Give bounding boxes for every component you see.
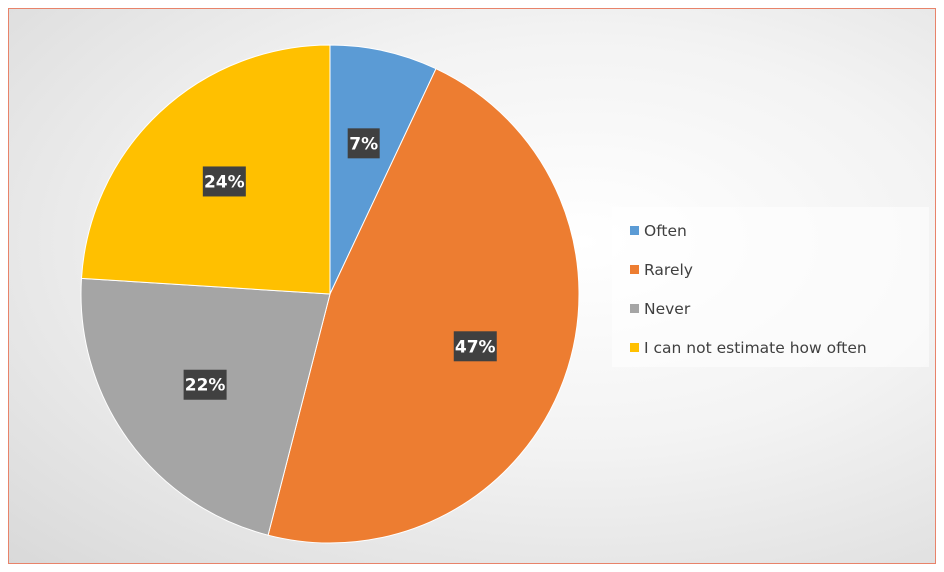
legend-item-never: Never [630, 289, 929, 328]
pie-chart: 7% 47% 22% 24% [80, 44, 580, 544]
legend-swatch-cannot-estimate [630, 343, 639, 352]
legend: Often Rarely Never I can not estimate ho… [612, 207, 929, 367]
legend-item-rarely: Rarely [630, 250, 929, 289]
pie-slice-never [80, 277, 331, 536]
data-label-box [202, 166, 246, 197]
legend-item-cannot-estimate: I can not estimate how often [630, 328, 929, 367]
data-label-i-can-not-estimate-how-often: 24% [202, 166, 246, 197]
data-label-text: 22% [185, 376, 226, 396]
data-label-box [453, 331, 497, 362]
data-label-often: 7% [347, 128, 380, 159]
legend-swatch-often [630, 226, 639, 235]
data-label-box [347, 128, 380, 159]
pie-slice-rarely [267, 68, 580, 544]
data-label-text: 7% [349, 134, 378, 154]
legend-label-often: Often [644, 221, 687, 240]
legend-label-rarely: Rarely [644, 260, 693, 279]
legend-label-never: Never [644, 299, 691, 318]
legend-label-cannot-estimate: I can not estimate how often [644, 338, 867, 357]
legend-swatch-never [630, 304, 639, 313]
legend-swatch-rarely [630, 265, 639, 274]
pie-slice-often [329, 44, 437, 295]
data-label-never: 22% [183, 369, 227, 400]
data-label-text: 47% [455, 337, 496, 357]
data-label-text: 24% [204, 172, 245, 192]
data-label-box [183, 369, 227, 400]
data-label-rarely: 47% [453, 331, 497, 362]
legend-item-often: Often [630, 211, 929, 250]
chart-area: 7% 47% 22% 24% Often Rarely Never I can not… [8, 8, 936, 564]
